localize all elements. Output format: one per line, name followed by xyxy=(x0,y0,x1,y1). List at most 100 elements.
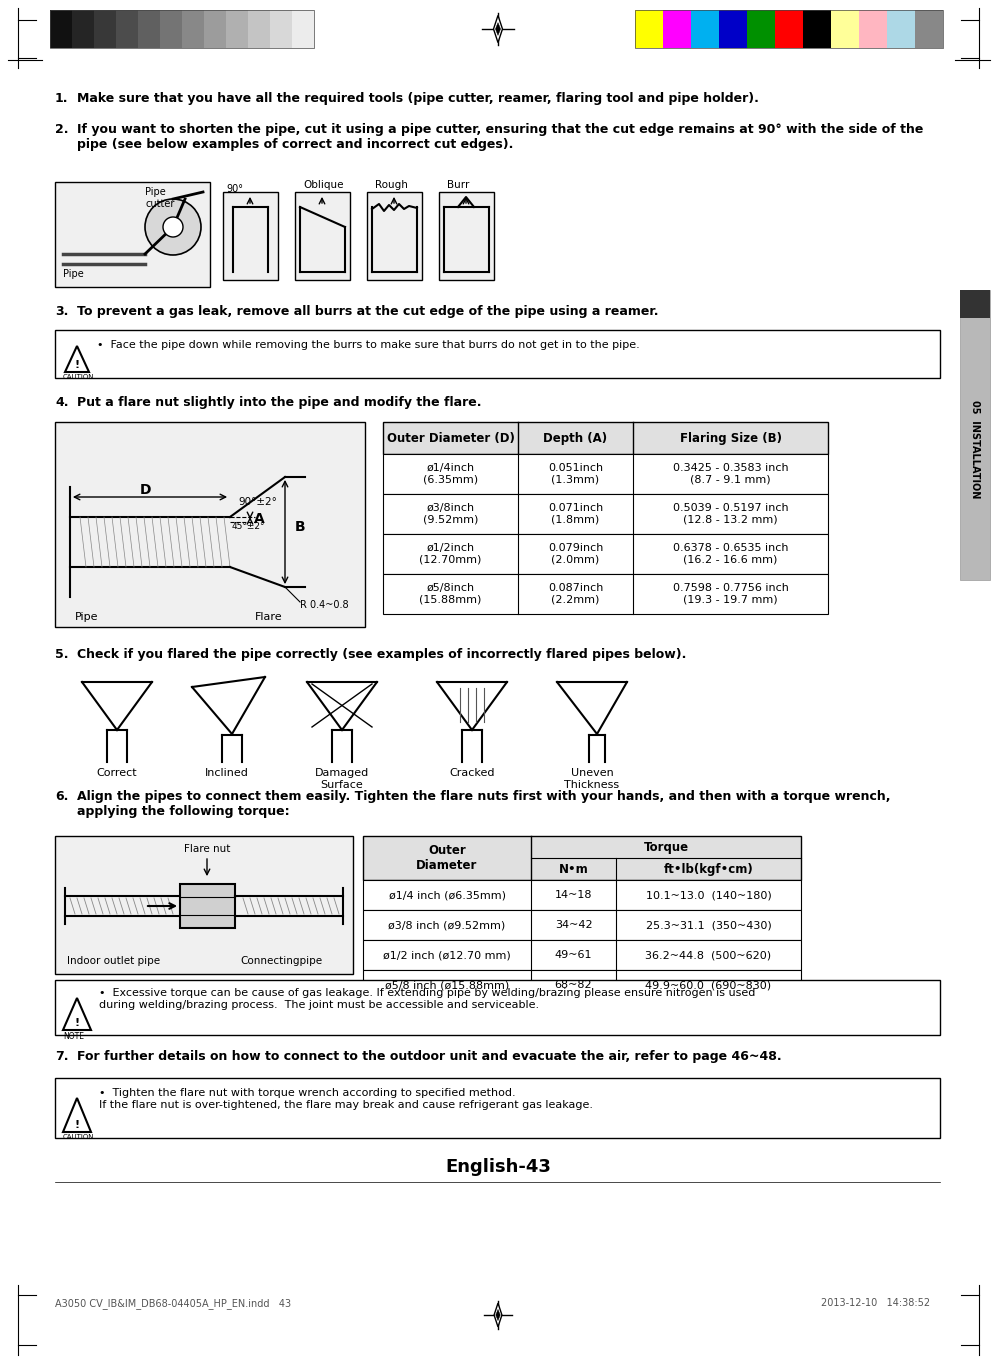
Text: To prevent a gas leak, remove all burrs at the cut edge of the pipe using a ream: To prevent a gas leak, remove all burrs … xyxy=(77,305,658,318)
Text: Flare: Flare xyxy=(255,612,282,622)
Text: 0.079inch
(2.0mm): 0.079inch (2.0mm) xyxy=(547,543,603,565)
Text: Flare nut: Flare nut xyxy=(183,844,230,853)
Bar xyxy=(55,422,365,627)
Bar xyxy=(887,10,915,48)
Polygon shape xyxy=(494,15,502,42)
Bar xyxy=(138,10,160,48)
Bar xyxy=(439,192,494,280)
Bar xyxy=(248,10,270,48)
Text: CAUTION: CAUTION xyxy=(63,374,95,380)
Text: Put a flare nut slightly into the pipe and modify the flare.: Put a flare nut slightly into the pipe a… xyxy=(77,396,482,410)
Bar xyxy=(363,970,801,1000)
Text: 0.087inch
(2.2mm): 0.087inch (2.2mm) xyxy=(547,584,603,604)
Bar xyxy=(363,911,801,940)
Text: 7.: 7. xyxy=(55,1049,69,1063)
Text: !: ! xyxy=(75,1018,80,1028)
Text: Pipe
cutter: Pipe cutter xyxy=(145,186,174,208)
Bar xyxy=(363,836,801,881)
Bar xyxy=(383,494,828,534)
Text: 05  INSTALLATION: 05 INSTALLATION xyxy=(970,400,980,498)
Bar xyxy=(50,10,72,48)
Text: 0.071inch
(1.8mm): 0.071inch (1.8mm) xyxy=(548,504,603,525)
Text: ft•lb(kgf•cm): ft•lb(kgf•cm) xyxy=(664,863,754,875)
Text: 45°±2°: 45°±2° xyxy=(232,523,265,531)
Bar xyxy=(383,455,828,494)
Text: Outer
Diameter: Outer Diameter xyxy=(417,844,478,872)
Polygon shape xyxy=(495,1302,501,1327)
Text: Burr: Burr xyxy=(447,180,470,191)
Text: !: ! xyxy=(75,361,80,370)
Bar xyxy=(691,10,719,48)
Polygon shape xyxy=(63,998,91,1030)
Bar xyxy=(55,329,940,378)
Bar xyxy=(831,10,859,48)
Bar xyxy=(383,574,828,614)
Bar xyxy=(915,10,943,48)
Text: D: D xyxy=(140,483,151,497)
Text: Outer Diameter (D): Outer Diameter (D) xyxy=(387,431,514,445)
Text: Torque: Torque xyxy=(643,841,689,853)
Text: Flaring Size (B): Flaring Size (B) xyxy=(680,431,782,445)
Circle shape xyxy=(163,216,183,237)
Text: ø3/8 inch (ø9.52mm): ø3/8 inch (ø9.52mm) xyxy=(389,920,505,930)
Text: R 0.4~0.8: R 0.4~0.8 xyxy=(300,600,349,610)
Text: Pipe: Pipe xyxy=(75,612,99,622)
Text: ø5/8 inch (ø15.88mm): ø5/8 inch (ø15.88mm) xyxy=(385,980,509,989)
Bar xyxy=(635,10,943,48)
Text: 34~42: 34~42 xyxy=(554,920,592,930)
Bar xyxy=(363,881,801,911)
Text: 0.3425 - 0.3583 inch
(8.7 - 9.1 mm): 0.3425 - 0.3583 inch (8.7 - 9.1 mm) xyxy=(673,463,789,485)
Bar xyxy=(72,10,94,48)
Bar xyxy=(803,10,831,48)
Bar xyxy=(270,10,292,48)
Bar xyxy=(747,10,775,48)
Bar xyxy=(295,192,350,280)
Text: ø1/4inch
(6.35mm): ø1/4inch (6.35mm) xyxy=(423,463,479,485)
Text: 4.: 4. xyxy=(55,396,69,410)
Text: 6.: 6. xyxy=(55,789,69,803)
Bar xyxy=(635,10,663,48)
Bar xyxy=(182,10,204,48)
Text: 49.9~60.0  (690~830): 49.9~60.0 (690~830) xyxy=(645,980,772,989)
Text: Cracked: Cracked xyxy=(450,768,495,778)
Text: 49~61: 49~61 xyxy=(554,950,592,960)
Text: Correct: Correct xyxy=(97,768,138,778)
Text: !: ! xyxy=(75,1120,80,1130)
Bar xyxy=(94,10,116,48)
Text: Rough: Rough xyxy=(375,180,408,191)
Text: 90°: 90° xyxy=(226,184,243,195)
Text: Inclined: Inclined xyxy=(205,768,249,778)
Polygon shape xyxy=(63,1098,91,1132)
Text: A3050 CV_IB&IM_DB68-04405A_HP_EN.indd   43: A3050 CV_IB&IM_DB68-04405A_HP_EN.indd 43 xyxy=(55,1298,291,1309)
Text: 90°±2°: 90°±2° xyxy=(238,497,277,508)
Text: 0.7598 - 0.7756 inch
(19.3 - 19.7 mm): 0.7598 - 0.7756 inch (19.3 - 19.7 mm) xyxy=(673,584,789,604)
Bar xyxy=(116,10,138,48)
Text: 68~82: 68~82 xyxy=(554,980,592,989)
Text: English-43: English-43 xyxy=(445,1158,551,1176)
Text: ø1/2inch
(12.70mm): ø1/2inch (12.70mm) xyxy=(420,543,482,565)
Polygon shape xyxy=(496,23,500,35)
Text: A: A xyxy=(254,512,265,525)
Text: NOTE: NOTE xyxy=(63,1032,84,1041)
Text: 1.: 1. xyxy=(55,93,69,105)
Bar xyxy=(160,10,182,48)
Text: Align the pipes to connect them easily. Tighten the flare nuts first with your h: Align the pipes to connect them easily. … xyxy=(77,789,890,818)
Polygon shape xyxy=(496,1309,500,1320)
Text: •  Tighten the flare nut with torque wrench according to specified method.
If th: • Tighten the flare nut with torque wren… xyxy=(99,1087,593,1109)
Bar xyxy=(55,1078,940,1138)
Text: ø1/2 inch (ø12.70 mm): ø1/2 inch (ø12.70 mm) xyxy=(383,950,510,960)
Text: •  Excessive torque can be cause of gas leakage. If extending pipe by welding/br: • Excessive torque can be cause of gas l… xyxy=(99,988,756,1010)
Bar xyxy=(204,10,226,48)
Bar xyxy=(223,192,278,280)
Bar xyxy=(55,980,940,1034)
Text: Make sure that you have all the required tools (pipe cutter, reamer, flaring too: Make sure that you have all the required… xyxy=(77,93,759,105)
Bar xyxy=(960,290,990,580)
Bar xyxy=(859,10,887,48)
Text: Uneven
Thickness: Uneven Thickness xyxy=(564,768,619,789)
Text: 3.: 3. xyxy=(55,305,69,318)
Text: N•m: N•m xyxy=(558,863,588,875)
Text: 2.: 2. xyxy=(55,122,69,136)
Polygon shape xyxy=(65,346,89,372)
Text: Pipe: Pipe xyxy=(63,269,84,279)
Text: ø3/8inch
(9.52mm): ø3/8inch (9.52mm) xyxy=(423,504,479,525)
